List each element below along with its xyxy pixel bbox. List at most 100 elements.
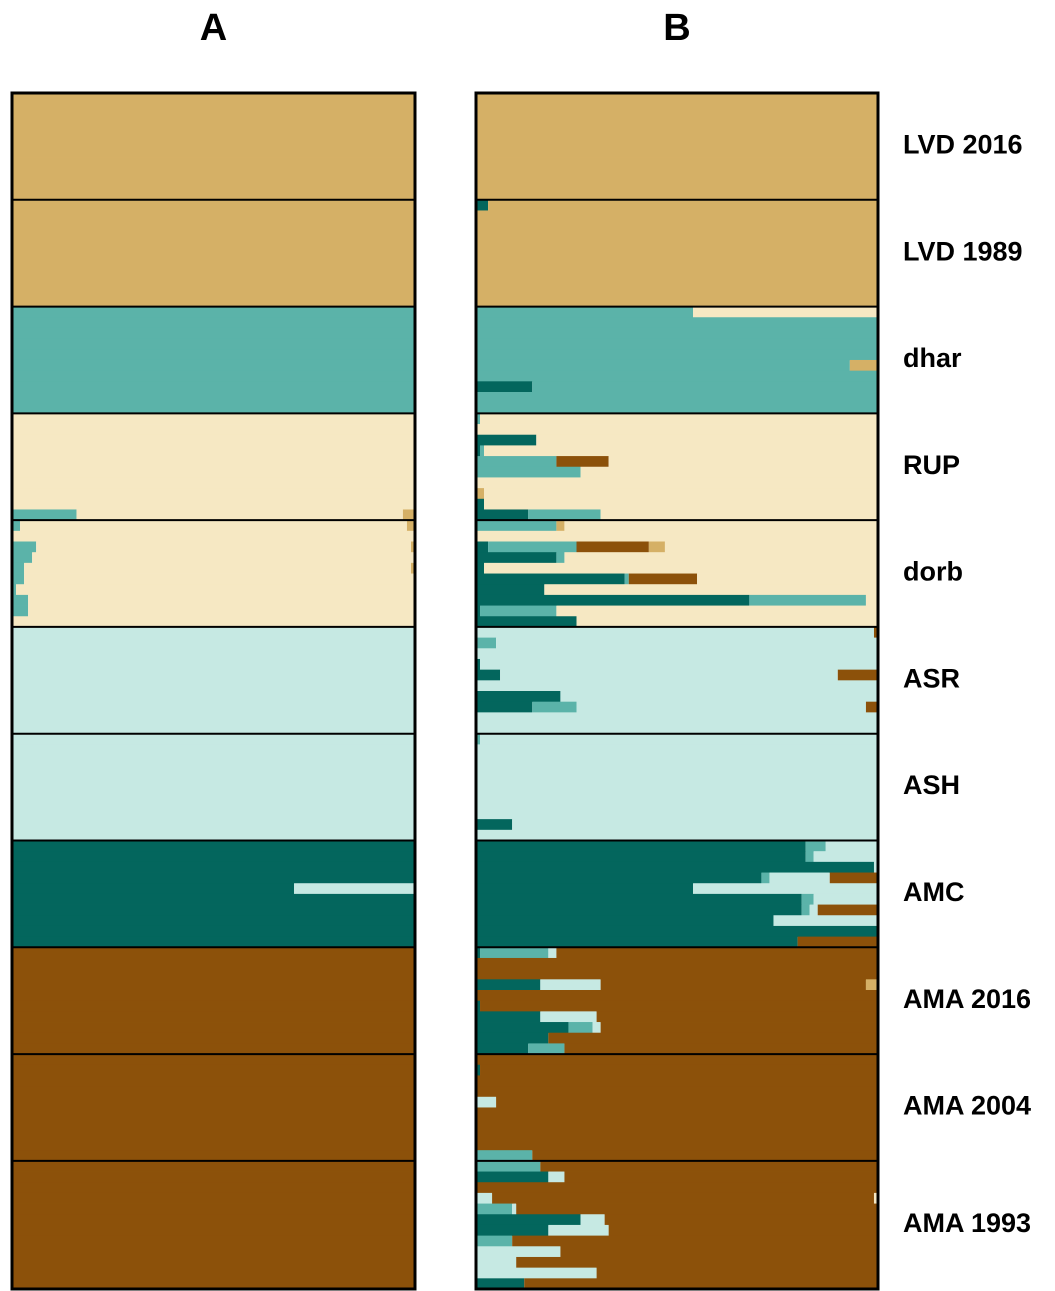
bar-segment xyxy=(476,242,878,254)
bar-segment xyxy=(548,1171,565,1183)
bar-segment xyxy=(576,541,649,553)
bar-segment xyxy=(476,210,878,222)
bar-segment xyxy=(476,755,878,767)
bar-segment xyxy=(801,904,810,916)
bar-segment xyxy=(476,1043,529,1055)
bar-segment xyxy=(476,829,878,841)
group-label: LVD 1989 xyxy=(903,236,1023,266)
bar-segment xyxy=(544,584,878,596)
group-label: LVD 2016 xyxy=(903,130,1023,160)
bar-segment xyxy=(476,936,798,948)
bar-segment xyxy=(476,434,537,446)
bar-segment xyxy=(476,178,878,190)
bar-segment xyxy=(12,1267,415,1279)
bar-segment xyxy=(12,1278,415,1290)
bar-segment xyxy=(12,93,415,105)
bar-segment xyxy=(12,253,415,265)
bar-segment xyxy=(476,616,577,628)
bar-segment xyxy=(500,669,838,681)
bar-segment xyxy=(512,1235,878,1247)
bar-segment xyxy=(476,765,878,777)
bar-segment xyxy=(476,1235,513,1247)
bar-segment xyxy=(476,509,529,521)
bar-segment xyxy=(476,402,878,414)
bar-segment xyxy=(664,541,878,553)
bar-segment xyxy=(476,285,878,297)
bar-segment xyxy=(12,189,415,201)
bar-segment xyxy=(476,135,878,147)
bar-segment xyxy=(12,893,415,905)
bar-segment xyxy=(628,573,698,585)
bar-segment xyxy=(564,552,878,564)
bar-segment xyxy=(496,1096,878,1108)
bar-segment xyxy=(12,1224,415,1237)
bar-segment xyxy=(580,1214,605,1226)
bar-segment xyxy=(548,947,557,959)
group-label: dorb xyxy=(903,557,963,587)
bar-segment xyxy=(476,1075,878,1087)
bar-segment xyxy=(476,797,878,809)
bar-segment xyxy=(476,787,878,799)
bar-segment xyxy=(480,733,878,745)
bar-segment xyxy=(476,658,481,671)
bar-segment xyxy=(12,520,21,532)
bar-segment xyxy=(600,509,878,521)
bar-segment xyxy=(476,381,533,393)
bar-segment xyxy=(12,327,415,340)
bar-segment xyxy=(825,840,878,852)
bar-segment xyxy=(476,477,878,489)
bar-segment xyxy=(476,392,878,404)
group-label: AMA 2016 xyxy=(903,984,1031,1014)
bar-segment xyxy=(12,103,415,115)
bar-segment xyxy=(12,1171,415,1183)
bar-segment xyxy=(560,691,878,703)
bar-segment xyxy=(476,231,878,243)
bar-segment xyxy=(540,1160,878,1172)
bar-segment xyxy=(36,541,411,553)
bar-segment xyxy=(476,733,481,745)
bar-segment xyxy=(76,509,403,521)
bar-segment xyxy=(484,562,878,574)
bar-segment xyxy=(476,990,878,1002)
bar-segment xyxy=(24,562,411,574)
bar-segment xyxy=(476,744,878,756)
bar-segment xyxy=(32,552,416,564)
bar-segment xyxy=(556,947,878,959)
bar-segment xyxy=(12,456,415,468)
bar-segment xyxy=(532,381,878,393)
bar-segment xyxy=(556,456,609,468)
bar-segment xyxy=(476,979,541,991)
bar-segment xyxy=(564,1043,878,1055)
bar-segment xyxy=(12,338,415,350)
bar-segment xyxy=(849,359,878,372)
bar-segment xyxy=(12,1000,415,1012)
bar-segment xyxy=(476,530,878,542)
bar-segment xyxy=(476,1022,569,1034)
panel-title: B xyxy=(663,7,690,49)
bar-segment xyxy=(476,424,878,436)
bar-segment xyxy=(488,541,577,553)
bar-segment xyxy=(476,819,513,831)
bar-segment xyxy=(12,263,415,275)
bar-segment xyxy=(532,701,577,713)
bar-segment xyxy=(488,199,878,211)
panel-border xyxy=(10,91,417,1291)
bar-segment xyxy=(476,691,561,703)
bar-segment xyxy=(480,413,878,425)
bar-segment xyxy=(12,1139,415,1151)
bar-segment xyxy=(476,1214,581,1226)
bar-segment xyxy=(480,1064,878,1076)
bar-segment xyxy=(12,1192,415,1204)
bar-segment xyxy=(476,456,557,468)
bar-segment xyxy=(12,1150,415,1162)
bar-segment xyxy=(12,829,415,841)
bar-segment xyxy=(476,723,878,735)
bar-segment xyxy=(865,979,878,991)
bar-segment xyxy=(12,669,415,681)
bar-segment xyxy=(476,1107,878,1119)
bar-segment xyxy=(480,947,549,959)
bar-segment xyxy=(12,1075,415,1087)
bar-segment xyxy=(516,1256,878,1269)
bar-segment xyxy=(476,349,878,361)
bar-segment xyxy=(476,327,878,340)
